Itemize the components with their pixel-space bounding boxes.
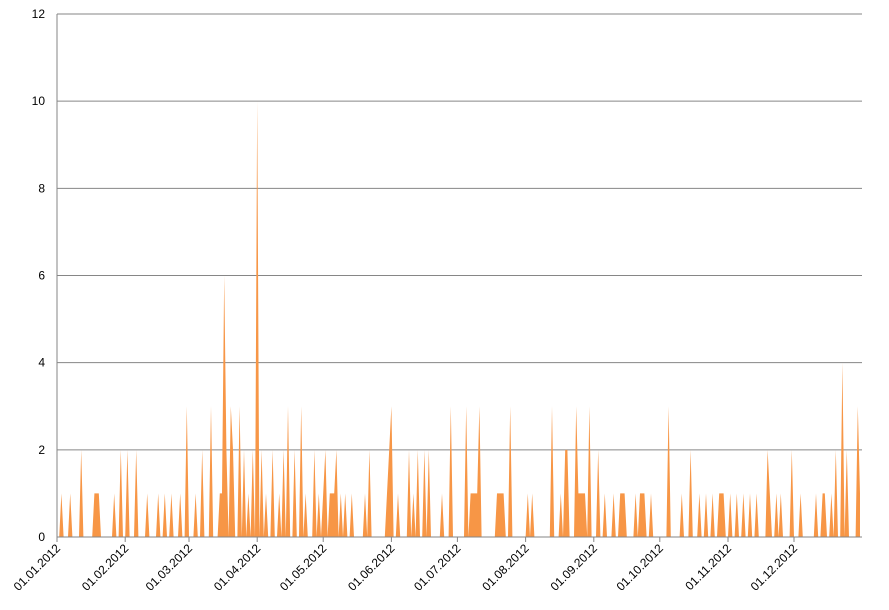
x-tick-label: 01.04.2012: [211, 541, 264, 594]
y-tick-label: 12: [32, 7, 46, 21]
x-tick-label: 01.09.2012: [548, 541, 601, 594]
x-tick-label: 01.06.2012: [345, 541, 398, 594]
y-tick-label: 4: [38, 356, 45, 370]
y-tick-label: 8: [38, 181, 45, 195]
x-tick-label: 01.10.2012: [614, 541, 667, 594]
x-tick-label: 01.01.2012: [11, 541, 64, 594]
y-tick-label: 10: [32, 94, 46, 108]
y-tick-label: 0: [38, 530, 45, 544]
x-tick-label: 01.02.2012: [79, 541, 132, 594]
x-tick-label: 01.12.2012: [748, 541, 801, 594]
area: [57, 101, 860, 538]
x-tick-label: 01.03.2012: [143, 541, 196, 594]
x-tick-label: 01.05.2012: [277, 541, 330, 594]
y-tick-label: 2: [38, 443, 45, 457]
x-tick-label: 01.07.2012: [411, 541, 464, 594]
x-tick-label: 01.11.2012: [682, 541, 734, 593]
y-tick-label: 6: [38, 269, 45, 283]
x-tick-label: 01.08.2012: [479, 541, 532, 594]
